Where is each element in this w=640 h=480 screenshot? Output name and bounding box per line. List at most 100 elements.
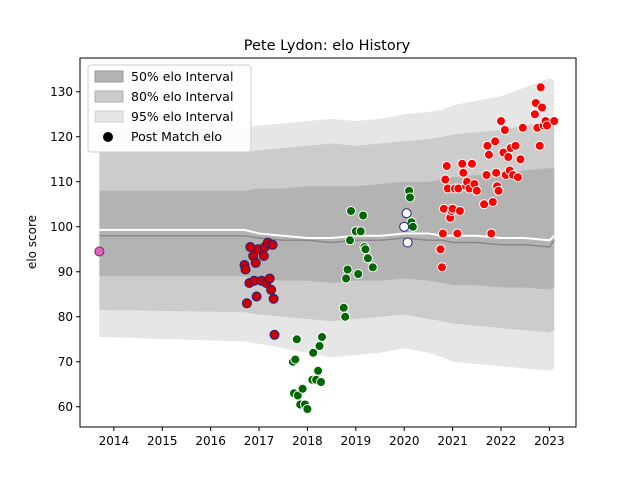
elo-point bbox=[292, 390, 303, 401]
elo-point bbox=[302, 404, 313, 414]
y-axis-label: elo score bbox=[25, 215, 39, 269]
elo-point bbox=[353, 269, 364, 279]
elo-point bbox=[534, 140, 545, 151]
elo-point bbox=[483, 149, 494, 160]
elo-point bbox=[317, 332, 327, 342]
elo-point bbox=[490, 136, 501, 147]
elo-point bbox=[241, 298, 252, 309]
x-tick-label: 2023 bbox=[534, 434, 565, 448]
elo-point bbox=[346, 206, 356, 216]
elo-point bbox=[437, 262, 447, 273]
elo-point bbox=[290, 354, 301, 365]
elo-point bbox=[510, 140, 521, 151]
elo-point bbox=[358, 210, 369, 221]
elo-point bbox=[340, 311, 351, 322]
x-tick-label: 2014 bbox=[99, 434, 130, 448]
legend-swatch-80 bbox=[94, 90, 124, 103]
elo-point bbox=[458, 167, 469, 178]
legend: 50% elo Interval 80% elo Interval 95% el… bbox=[87, 64, 252, 153]
legend-box bbox=[87, 64, 252, 153]
elo-point bbox=[503, 152, 514, 162]
x-axis: 2014 2015 2016 2017 2018 2019 2020 2021 2022 2023 bbox=[99, 427, 565, 448]
elo-point bbox=[441, 161, 452, 171]
elo-point bbox=[267, 239, 278, 250]
elo-point bbox=[440, 174, 451, 185]
elo-point bbox=[491, 167, 502, 178]
elo-point bbox=[345, 235, 355, 246]
plot-frame bbox=[79, 57, 577, 428]
y-tick-label: 110 bbox=[50, 175, 73, 189]
elo-point bbox=[258, 251, 269, 261]
elo-point bbox=[342, 264, 353, 275]
y-tick-label: 120 bbox=[50, 130, 73, 144]
elo-point bbox=[266, 284, 277, 295]
median-line bbox=[99, 235, 555, 248]
elo-point bbox=[341, 273, 352, 284]
x-tick-label: 2020 bbox=[389, 434, 420, 448]
y-tick-label: 70 bbox=[58, 355, 73, 369]
elo-point bbox=[268, 293, 279, 304]
elo-point bbox=[264, 273, 275, 284]
legend-label-post-match: Post Match elo bbox=[131, 129, 222, 144]
band-50 bbox=[99, 168, 555, 290]
elo-point bbox=[529, 109, 540, 120]
elo-point bbox=[479, 199, 490, 210]
elo-point bbox=[435, 244, 446, 255]
y-tick-label: 90 bbox=[58, 265, 73, 279]
elo-point bbox=[314, 341, 325, 351]
elo-point bbox=[367, 262, 378, 273]
x-tick-label: 2021 bbox=[437, 434, 468, 448]
y-tick-label: 100 bbox=[50, 220, 73, 234]
elo-point bbox=[537, 102, 548, 113]
elo-point bbox=[452, 228, 463, 239]
y-tick-label: 80 bbox=[58, 310, 73, 324]
elo-point bbox=[437, 228, 448, 239]
x-tick-label: 2015 bbox=[147, 434, 178, 448]
elo-point bbox=[297, 383, 308, 394]
elo-point bbox=[535, 82, 546, 93]
elo-point bbox=[251, 291, 262, 302]
chart-title: Pete Lydon: elo History bbox=[244, 38, 411, 54]
elo-point bbox=[549, 116, 560, 126]
elo-point bbox=[493, 185, 504, 196]
elo-point bbox=[512, 172, 523, 183]
elo-point bbox=[250, 257, 261, 268]
elo-point bbox=[308, 347, 319, 358]
elo-point bbox=[515, 154, 526, 165]
elo-point bbox=[316, 377, 326, 387]
legend-label-50: 50% elo Interval bbox=[131, 69, 233, 84]
elo-point bbox=[269, 329, 280, 340]
elo-point bbox=[360, 244, 371, 255]
elo-point bbox=[401, 208, 412, 219]
legend-swatch-95 bbox=[94, 110, 124, 123]
elo-point bbox=[496, 116, 506, 126]
elo-point bbox=[407, 221, 418, 232]
x-tick-label: 2016 bbox=[195, 434, 226, 448]
elo-point bbox=[405, 192, 415, 203]
elo-point bbox=[486, 228, 497, 239]
legend-swatch-50 bbox=[94, 70, 124, 83]
elo-point bbox=[481, 170, 492, 180]
elo-point bbox=[517, 122, 528, 133]
legend-marker-post-match bbox=[103, 132, 113, 142]
x-tick-label: 2022 bbox=[486, 434, 517, 448]
x-tick-label: 2019 bbox=[341, 434, 372, 448]
legend-label-95: 95% elo Interval bbox=[131, 109, 233, 124]
elo-point bbox=[542, 120, 552, 131]
x-tick-label: 2018 bbox=[292, 434, 323, 448]
x-tick-label: 2017 bbox=[244, 434, 275, 448]
elo-point bbox=[362, 253, 373, 264]
elo-point bbox=[402, 237, 413, 248]
elo-point bbox=[338, 302, 349, 313]
elo-point bbox=[467, 158, 477, 169]
elo-point bbox=[240, 264, 251, 275]
elo-point bbox=[94, 246, 105, 257]
elo-point bbox=[487, 197, 498, 207]
elo-point bbox=[355, 226, 366, 237]
elo-point bbox=[399, 221, 410, 232]
y-axis: 60 70 80 90 100 110 120 130 bbox=[50, 85, 80, 414]
elo-point bbox=[454, 206, 465, 216]
elo-point bbox=[499, 125, 510, 135]
y-tick-label: 130 bbox=[50, 85, 73, 99]
